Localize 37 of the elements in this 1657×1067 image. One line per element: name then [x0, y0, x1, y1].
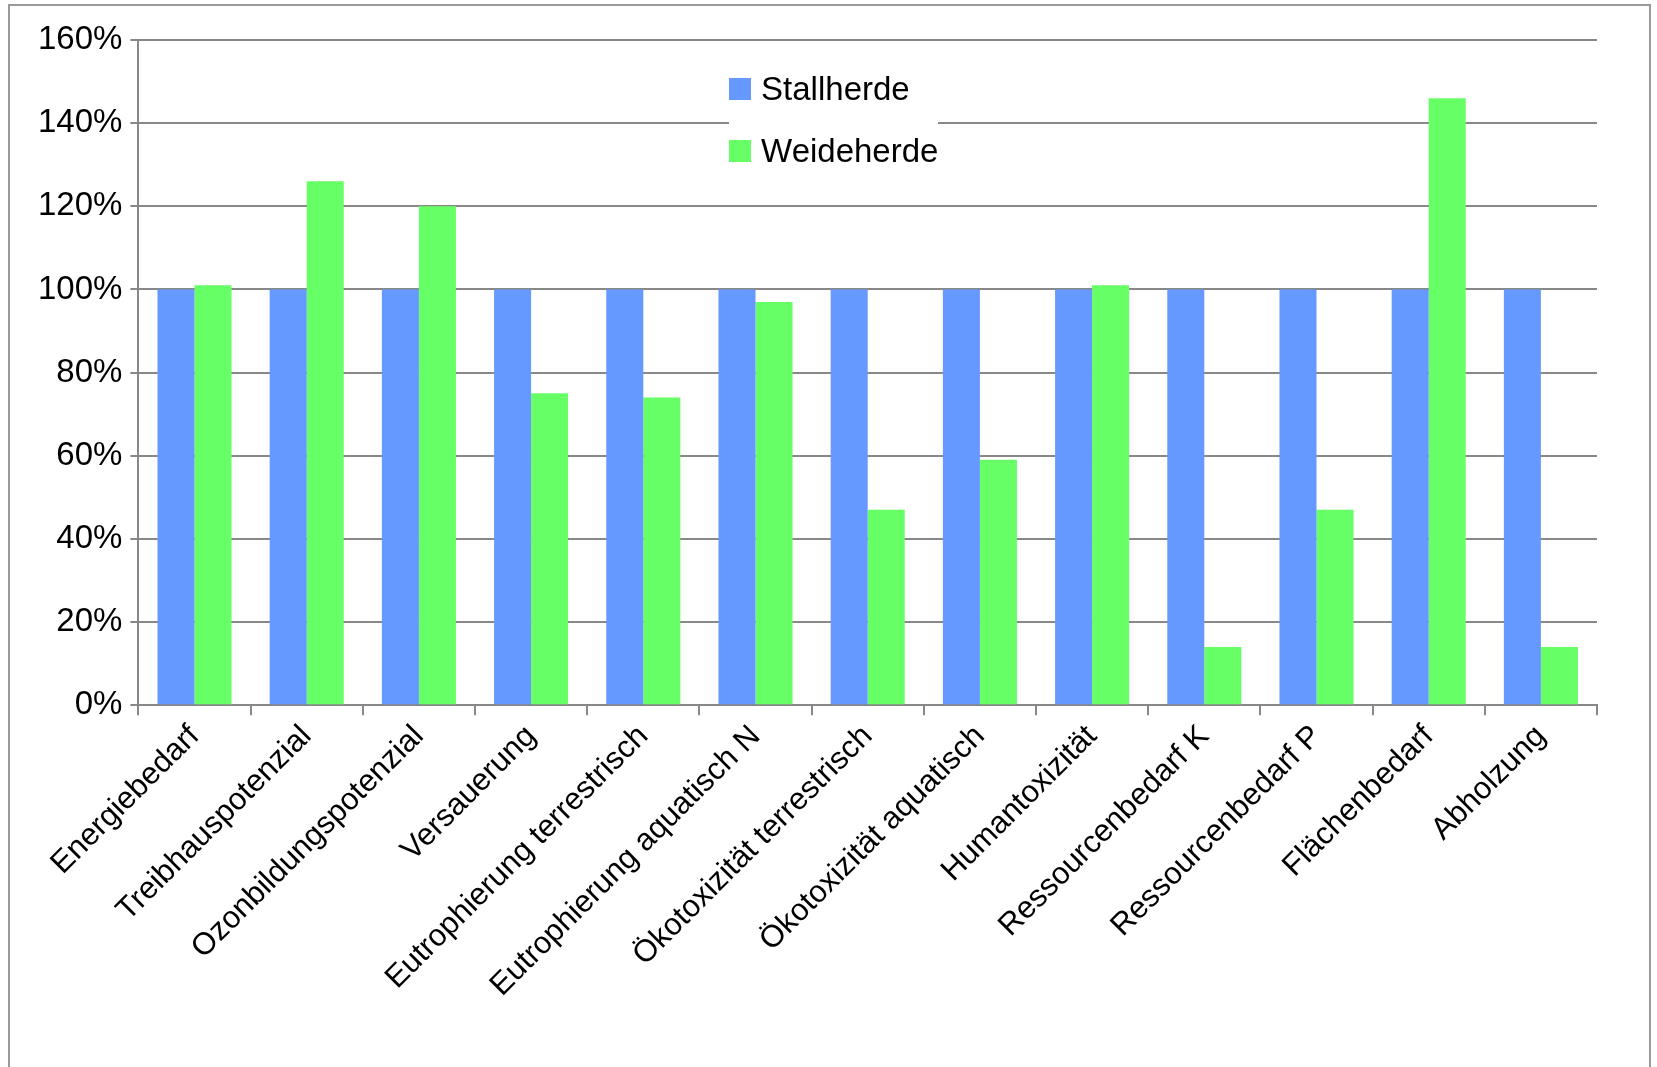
bar: [306, 181, 344, 705]
bar: [1540, 646, 1578, 705]
y-tick-label: 160%: [38, 19, 123, 57]
bar: [718, 289, 756, 705]
bar: [1316, 509, 1354, 705]
bar: [643, 397, 681, 705]
legend-label: Weideherde: [761, 132, 939, 170]
y-tick-label: 0%: [74, 684, 123, 722]
bar: [1055, 289, 1093, 705]
bar: [269, 289, 307, 705]
y-tick-label: 120%: [38, 185, 123, 223]
bar: [830, 289, 868, 705]
bar: [1428, 98, 1466, 705]
bar: [157, 289, 195, 705]
y-tick-label: 140%: [38, 102, 123, 140]
bar: [1167, 289, 1205, 705]
bar: [194, 285, 232, 705]
bar: [1503, 289, 1541, 705]
y-tick-label: 60%: [56, 434, 123, 472]
bar: [1279, 289, 1317, 705]
bar: [1092, 285, 1130, 705]
bar: [606, 289, 644, 705]
y-tick-label: 20%: [56, 601, 123, 639]
y-tick-label: 100%: [38, 268, 123, 306]
bar: [755, 301, 793, 705]
bar: [418, 206, 456, 705]
bar: [979, 459, 1017, 705]
bar: [1391, 289, 1429, 705]
y-tick-label: 80%: [56, 351, 123, 389]
bar: [867, 509, 905, 705]
bar: [531, 393, 569, 705]
bar: [942, 289, 980, 705]
y-tick-label: 40%: [56, 517, 123, 555]
bar: [494, 289, 532, 705]
legend-label: Stallherde: [761, 70, 910, 108]
bar: [381, 289, 419, 705]
bar: [1204, 646, 1242, 705]
